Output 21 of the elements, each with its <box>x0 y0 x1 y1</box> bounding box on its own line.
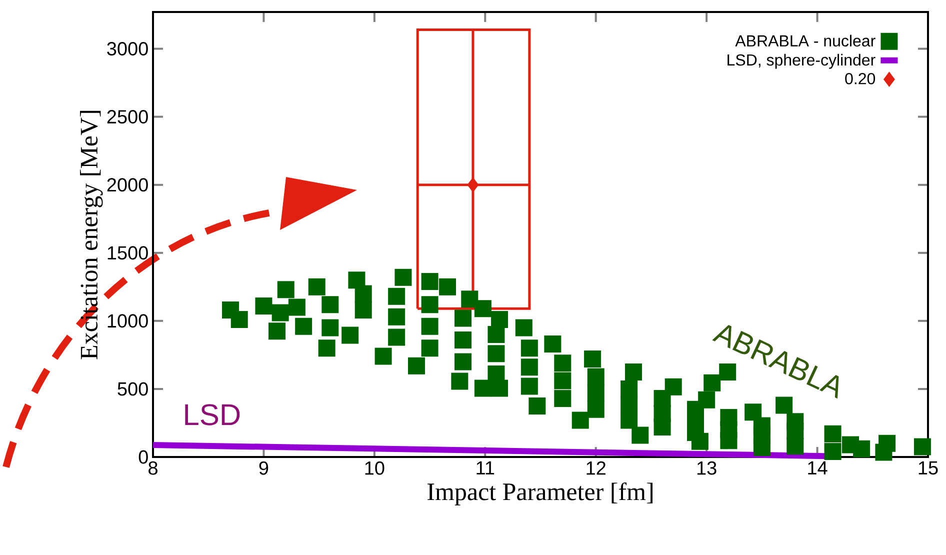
legend-label: 0.20 <box>845 72 876 84</box>
x-tick-label: 10 <box>365 461 384 475</box>
y-axis-title: Excitation energy [MeV] <box>80 110 103 360</box>
legend-label: LSD, sphere-cylinder <box>728 54 876 69</box>
x-tick-label: 12 <box>586 461 606 475</box>
y-tick-label: 2500 <box>107 110 148 124</box>
y-tick-label: 500 <box>118 382 148 396</box>
x-axis-title: Impact Parameter [fm] <box>428 482 652 506</box>
x-tick-label: 14 <box>808 461 828 474</box>
x-tick-label: 15 <box>918 461 938 475</box>
y-tick-label: 0 <box>138 450 148 464</box>
x-tick-label: 13 <box>697 461 716 475</box>
legend-label: ABRABLA - nuclear <box>735 34 876 47</box>
y-tick-label: 1500 <box>108 246 148 260</box>
y-tick-label: 1000 <box>108 314 148 328</box>
annotation: LSD <box>185 404 240 426</box>
y-tick-label: 3000 <box>107 42 148 56</box>
x-tick-label: 11 <box>476 461 494 474</box>
y-tick-label: 2000 <box>107 178 148 192</box>
x-tick-label: 9 <box>259 461 268 475</box>
x-tick-label: 8 <box>148 461 158 475</box>
